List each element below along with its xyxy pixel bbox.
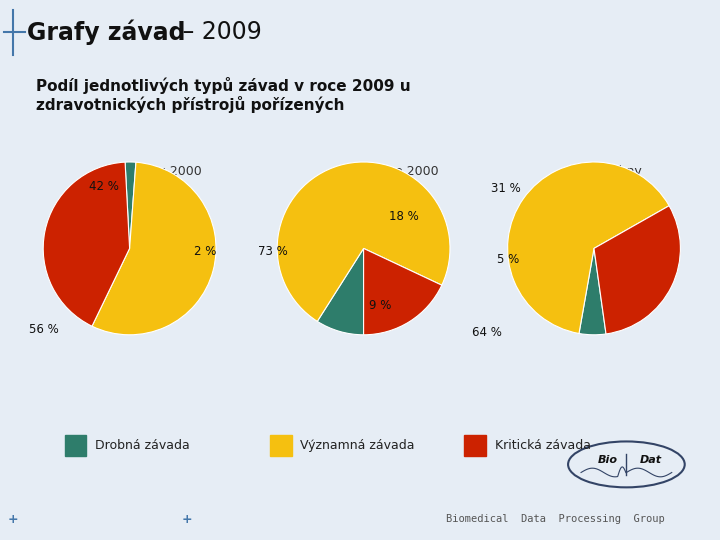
Wedge shape xyxy=(318,248,364,335)
Wedge shape xyxy=(125,162,136,248)
Text: Drobná závada: Drobná závada xyxy=(95,439,190,452)
Wedge shape xyxy=(43,162,130,326)
Text: +: + xyxy=(182,513,192,526)
Wedge shape xyxy=(508,162,669,334)
Text: Kritická závada: Kritická závada xyxy=(495,439,590,452)
Text: do roku 2000: do roku 2000 xyxy=(119,165,202,178)
Text: 2 %: 2 % xyxy=(194,245,217,258)
Text: po roce 2000: po roce 2000 xyxy=(356,165,439,178)
Wedge shape xyxy=(579,248,606,335)
Text: Grafy závad: Grafy závad xyxy=(27,19,186,45)
Text: Biomedical  Data  Processing  Group: Biomedical Data Processing Group xyxy=(446,515,665,524)
Text: zdravotnických přístrojů pořízených: zdravotnických přístrojů pořízených xyxy=(36,96,344,113)
Text: 73 %: 73 % xyxy=(258,245,287,258)
Text: 56 %: 56 % xyxy=(29,323,58,336)
Text: 5 %: 5 % xyxy=(497,253,519,266)
Text: 42 %: 42 % xyxy=(89,180,119,193)
Wedge shape xyxy=(364,248,442,335)
Text: Významná závada: Významná závada xyxy=(300,439,415,452)
Wedge shape xyxy=(594,206,680,334)
Text: všechny: všechny xyxy=(590,165,642,178)
Text: 31 %: 31 % xyxy=(491,183,521,195)
Text: Dat: Dat xyxy=(639,455,662,465)
Wedge shape xyxy=(92,162,216,335)
Text: +: + xyxy=(8,513,18,526)
Text: 64 %: 64 % xyxy=(472,326,501,339)
Wedge shape xyxy=(277,162,450,321)
Text: Bio: Bio xyxy=(598,455,618,465)
Text: Podíl jednotlivých typů závad v roce 2009 u: Podíl jednotlivých typů závad v roce 200… xyxy=(36,77,410,93)
Text: – 2009: – 2009 xyxy=(175,21,261,44)
Text: 18 %: 18 % xyxy=(389,210,418,222)
Text: 9 %: 9 % xyxy=(369,299,391,312)
